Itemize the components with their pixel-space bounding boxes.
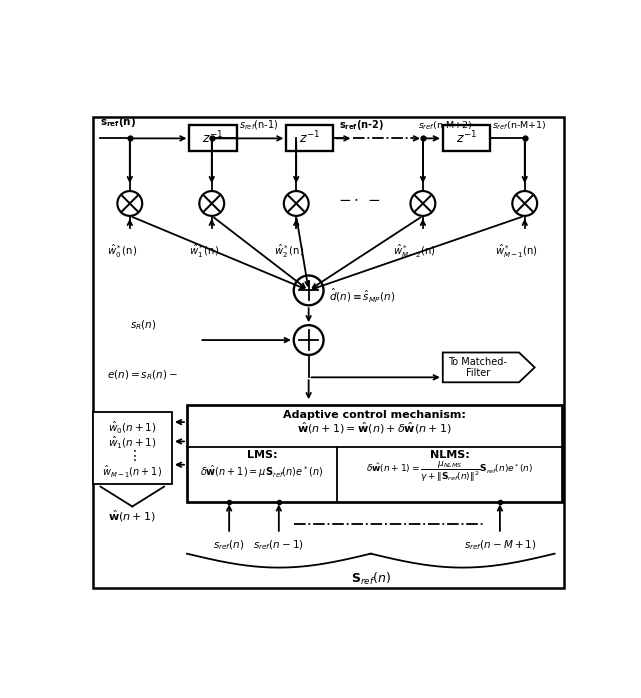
Text: $\hat{\mathbf{w}}(n+1)=\hat{\mathbf{w}}(n)+\delta\hat{\mathbf{w}}(n+1)$: $\hat{\mathbf{w}}(n+1)=\hat{\mathbf{w}}(… <box>297 421 452 436</box>
Text: $z^{-1}$: $z^{-1}$ <box>456 130 477 147</box>
Text: $\mathbf{s}_{\mathbf{ref}}$(n-2): $\mathbf{s}_{\mathbf{ref}}$(n-2) <box>340 119 385 133</box>
Bar <box>187 405 562 502</box>
Text: $\hat{w}_1(n+1)$: $\hat{w}_1(n+1)$ <box>108 434 156 450</box>
Text: $\hat{\mathbf{w}}(n+1)$: $\hat{\mathbf{w}}(n+1)$ <box>108 509 156 524</box>
Text: $s_{ref}(n)$: $s_{ref}(n)$ <box>213 539 245 552</box>
Text: To Matched-
Filter: To Matched- Filter <box>448 357 507 378</box>
Text: $\hat{w}_{M-1}(n+1)$: $\hat{w}_{M-1}(n+1)$ <box>103 463 162 479</box>
Text: $\vdots$: $\vdots$ <box>128 448 137 463</box>
Text: $\hat{w}_{M-1}^*$(n): $\hat{w}_{M-1}^*$(n) <box>495 243 538 260</box>
Text: $\hat{w}_{M-2}^*$(n): $\hat{w}_{M-2}^*$(n) <box>393 243 436 260</box>
Text: $s_{ref}(n-1)$: $s_{ref}(n-1)$ <box>253 539 304 552</box>
Text: $\delta\hat{\mathbf{w}}(n+1)=\mu\mathbf{S}_{ref}(n)e^*(n)$: $\delta\hat{\mathbf{w}}(n+1)=\mu\mathbf{… <box>200 463 324 480</box>
Text: $s_{ref}$(n-M+2): $s_{ref}$(n-M+2) <box>418 120 472 133</box>
Bar <box>92 412 172 484</box>
Text: $s_{ref}(n-M+1)$: $s_{ref}(n-M+1)$ <box>463 539 536 552</box>
Text: $z^{-1}$: $z^{-1}$ <box>203 130 224 147</box>
Text: $\hat{w}_0^*$(n): $\hat{w}_0^*$(n) <box>108 243 138 260</box>
Text: $\delta\hat{\mathbf{w}}(n+1)=\dfrac{\mu_{NLMS}}{\gamma+\|\mathbf{S}_{ref}(n)\|^2: $\delta\hat{\mathbf{w}}(n+1)=\dfrac{\mu_… <box>366 459 533 484</box>
Text: $s_{ref}$(n-M+1): $s_{ref}$(n-M+1) <box>492 120 547 133</box>
Bar <box>287 126 333 151</box>
Text: Adaptive control mechanism:: Adaptive control mechanism: <box>283 410 466 419</box>
Text: $\hat{w}_0(n+1)$: $\hat{w}_0(n+1)$ <box>108 419 156 435</box>
Text: LMS:: LMS: <box>247 450 277 460</box>
Text: $s_{ref}$(n-1): $s_{ref}$(n-1) <box>239 119 278 133</box>
Text: $s_R(n)$: $s_R(n)$ <box>129 318 156 332</box>
Text: NLMS:: NLMS: <box>429 450 469 460</box>
Text: $\hat{d}(n)\equiv\hat{s}_{MP}(n)$: $\hat{d}(n)\equiv\hat{s}_{MP}(n)$ <box>328 286 395 304</box>
Text: $\hat{w}_2^*$(n): $\hat{w}_2^*$(n) <box>274 243 304 260</box>
Text: $\mathbf{s}_{\mathbf{ref}}$(n): $\mathbf{s}_{\mathbf{ref}}$(n) <box>100 115 137 129</box>
Text: $-\cdot\,-$: $-\cdot\,-$ <box>338 191 381 206</box>
Text: $\mathbf{S}_{ref}(n)$: $\mathbf{S}_{ref}(n)$ <box>351 570 391 586</box>
Bar <box>190 126 237 151</box>
Text: $z^{-1}$: $z^{-1}$ <box>299 130 320 147</box>
Text: $e(n)=s_R(n)-$: $e(n)=s_R(n)-$ <box>108 368 178 382</box>
Bar <box>443 126 490 151</box>
Text: $\hat{w}_1^*$(n): $\hat{w}_1^*$(n) <box>190 243 220 260</box>
